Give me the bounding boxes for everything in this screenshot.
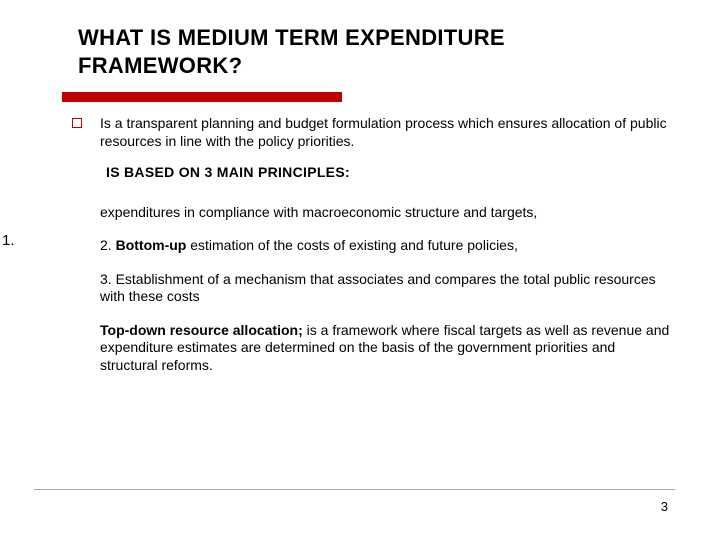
num-2: 2.: [100, 237, 112, 253]
content-area: Is a transparent planning and budget for…: [72, 115, 670, 374]
principles-heading: IS BASED ON 3 MAIN PRINCIPLES:: [106, 164, 670, 182]
page-number: 3: [661, 499, 668, 514]
bottom-rule: [34, 489, 675, 490]
square-bullet-icon: [72, 118, 82, 128]
principle-3: 3. Establishment of a mechanism that ass…: [100, 271, 670, 306]
bullet-text: Is a transparent planning and budget for…: [100, 115, 670, 150]
principle-1: expenditures in compliance with macroeco…: [100, 204, 670, 222]
bottom-up-label: Bottom-up: [116, 237, 187, 253]
top-down-paragraph: Top-down resource allocation; is a frame…: [100, 322, 670, 375]
side-number: 1.: [2, 232, 15, 249]
slide: WHAT IS MEDIUM TERM EXPENDITURE FRAMEWOR…: [0, 0, 720, 540]
top-down-label: Top-down resource allocation;: [100, 322, 303, 338]
principle-2-rest: estimation of the costs of existing and …: [186, 237, 518, 253]
page-title: WHAT IS MEDIUM TERM EXPENDITURE FRAMEWOR…: [78, 24, 670, 79]
accent-bar: [62, 92, 342, 102]
bullet-item: Is a transparent planning and budget for…: [72, 115, 670, 150]
principle-2: 2. Bottom-up estimation of the costs of …: [100, 237, 670, 255]
principle-3-rest: Establishment of a mechanism that associ…: [100, 271, 656, 305]
num-3: 3.: [100, 271, 112, 287]
